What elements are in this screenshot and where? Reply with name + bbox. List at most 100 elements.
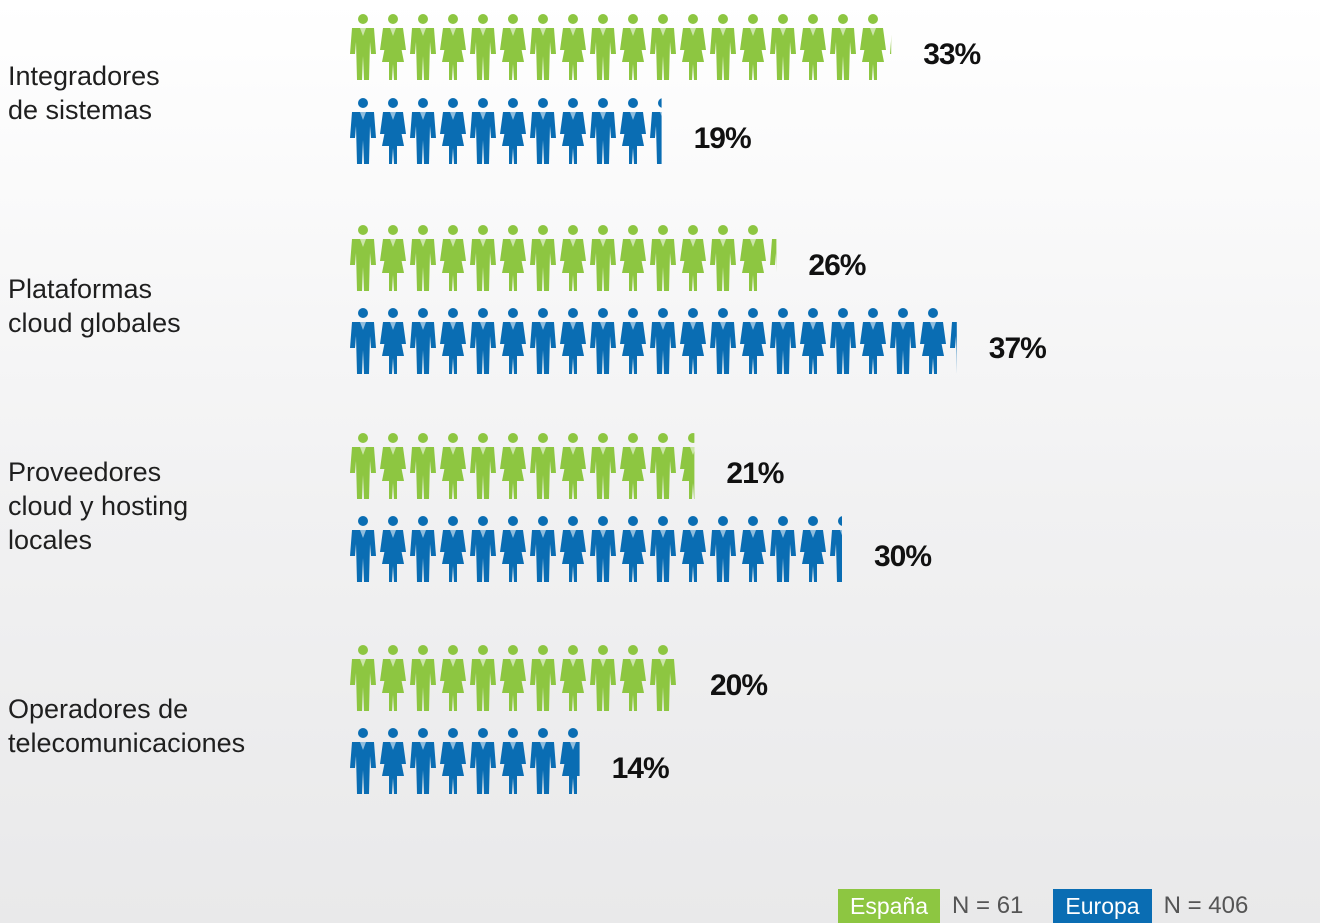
person-icon bbox=[860, 308, 886, 374]
legend-swatch-europa: Europa bbox=[1053, 889, 1152, 923]
person-icon bbox=[590, 645, 616, 711]
person-icon bbox=[740, 308, 766, 374]
data-label: 20% bbox=[710, 669, 767, 702]
data-label: 19% bbox=[694, 122, 751, 155]
person-icon bbox=[680, 225, 706, 291]
person-icon bbox=[890, 38, 892, 54]
person-icon bbox=[590, 433, 616, 499]
person-icon bbox=[590, 98, 616, 164]
person-icon bbox=[380, 98, 406, 164]
person-icon bbox=[350, 98, 376, 164]
category-label: Operadores de telecomunicaciones bbox=[8, 692, 245, 760]
person-icon bbox=[500, 98, 526, 164]
person-icon bbox=[500, 308, 526, 374]
person-icon bbox=[380, 728, 406, 794]
person-icon bbox=[380, 433, 406, 499]
category-label-line: cloud globales bbox=[8, 308, 181, 338]
category-label-line: Plataformas bbox=[8, 274, 153, 304]
data-label: 21% bbox=[726, 457, 783, 490]
person-icon bbox=[650, 516, 676, 582]
data-label: 26% bbox=[808, 249, 865, 282]
person-icon bbox=[560, 98, 586, 164]
category-label-line: de sistemas bbox=[8, 95, 153, 125]
person-icon bbox=[830, 516, 842, 582]
person-icon bbox=[380, 645, 406, 711]
person-icon bbox=[500, 14, 526, 80]
category-label-line: locales bbox=[8, 525, 93, 555]
person-icon bbox=[350, 433, 376, 499]
person-icon bbox=[680, 14, 706, 80]
bar-europa-1 bbox=[350, 308, 957, 374]
category-label-line: telecomunicaciones bbox=[8, 728, 246, 758]
person-icon bbox=[530, 728, 556, 794]
person-icon bbox=[950, 322, 957, 367]
bar-europa-3 bbox=[350, 728, 580, 794]
person-icon bbox=[350, 645, 376, 711]
person-icon bbox=[380, 308, 406, 374]
person-icon bbox=[440, 516, 466, 582]
person-icon bbox=[560, 225, 586, 291]
person-icon bbox=[410, 645, 436, 711]
legend-swatch-espana: España bbox=[838, 889, 941, 923]
person-icon bbox=[350, 14, 376, 80]
person-icon bbox=[470, 433, 496, 499]
person-icon bbox=[620, 308, 646, 374]
person-icon bbox=[470, 14, 496, 80]
legend-n-espana: N = 61 bbox=[952, 892, 1024, 919]
person-icon bbox=[590, 225, 616, 291]
person-icon bbox=[530, 645, 556, 711]
person-icon bbox=[350, 225, 376, 291]
person-icon bbox=[440, 98, 466, 164]
legend: España N = 61 Europa N = 406 bbox=[838, 889, 1248, 923]
person-icon bbox=[770, 308, 796, 374]
bar-europa-0 bbox=[350, 98, 662, 164]
bar-espana-1 bbox=[350, 225, 777, 291]
person-icon bbox=[530, 516, 556, 582]
person-icon bbox=[680, 308, 706, 374]
person-icon bbox=[470, 225, 496, 291]
person-icon bbox=[530, 433, 556, 499]
person-icon bbox=[410, 98, 436, 164]
person-icon bbox=[620, 98, 646, 164]
person-icon bbox=[560, 433, 586, 499]
data-label: 33% bbox=[923, 38, 980, 71]
bar-espana-3 bbox=[350, 645, 676, 711]
person-icon bbox=[650, 225, 676, 291]
person-icon bbox=[770, 14, 796, 80]
person-icon bbox=[530, 98, 556, 164]
person-icon bbox=[560, 645, 586, 711]
person-icon bbox=[620, 225, 646, 291]
person-icon bbox=[380, 225, 406, 291]
category-label: Proveedores cloud y hosting locales bbox=[8, 455, 188, 557]
person-icon bbox=[620, 14, 646, 80]
person-icon bbox=[350, 308, 376, 374]
person-icon bbox=[860, 14, 886, 80]
person-icon bbox=[440, 14, 466, 80]
person-icon bbox=[470, 645, 496, 711]
person-icon bbox=[470, 308, 496, 374]
person-icon bbox=[500, 645, 526, 711]
person-icon bbox=[620, 433, 646, 499]
person-icon bbox=[560, 516, 586, 582]
person-icon bbox=[800, 14, 826, 80]
data-label: 14% bbox=[612, 752, 669, 785]
person-icon bbox=[710, 308, 736, 374]
bar-espana-0 bbox=[350, 14, 892, 80]
person-icon bbox=[500, 728, 526, 794]
person-icon bbox=[440, 225, 466, 291]
category-label-line: Operadores de bbox=[8, 694, 189, 724]
person-icon bbox=[740, 516, 766, 582]
person-icon bbox=[470, 728, 496, 794]
person-icon bbox=[890, 308, 916, 374]
person-icon bbox=[350, 516, 376, 582]
data-label: 37% bbox=[989, 332, 1046, 365]
person-icon bbox=[440, 308, 466, 374]
person-icon bbox=[530, 14, 556, 80]
category-label-line: cloud y hosting bbox=[8, 491, 189, 521]
category-label-line: Proveedores bbox=[8, 457, 162, 487]
person-icon bbox=[590, 516, 616, 582]
person-icon bbox=[530, 308, 556, 374]
person-icon bbox=[710, 14, 736, 80]
person-icon bbox=[920, 308, 946, 374]
person-icon bbox=[410, 728, 436, 794]
